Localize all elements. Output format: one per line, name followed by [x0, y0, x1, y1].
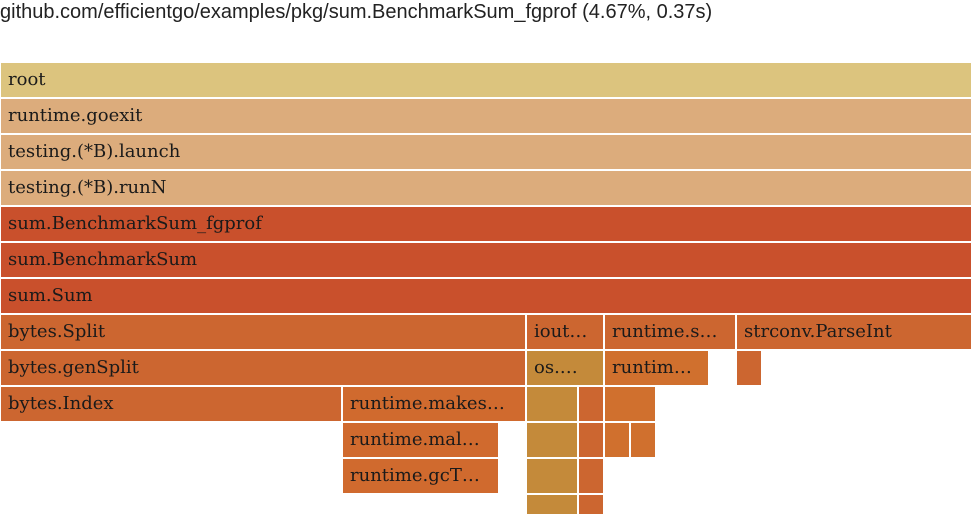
frame-bytes-gensplit[interactable]: bytes.genSplit: [0, 350, 526, 386]
frame-unlabeled[interactable]: [526, 386, 578, 422]
frame-unlabeled[interactable]: [578, 494, 604, 515]
page-title: github.com/efficientgo/examples/pkg/sum.…: [0, 1, 713, 23]
frame-unlabeled[interactable]: [526, 458, 578, 494]
frame-root[interactable]: root: [0, 62, 972, 98]
frame-iout[interactable]: iout…: [526, 314, 604, 350]
frame-unlabeled[interactable]: [604, 386, 656, 422]
frame-unlabeled[interactable]: [604, 422, 630, 458]
frame-unlabeled[interactable]: [578, 422, 604, 458]
flame-graph[interactable]: root runtime.goexit testing.(*B).launch …: [0, 62, 972, 515]
frame-unlabeled[interactable]: [526, 422, 578, 458]
frame-sum-benchmarksum[interactable]: sum.BenchmarkSum: [0, 242, 972, 278]
frame-os[interactable]: os.…: [526, 350, 604, 386]
frame-unlabeled[interactable]: [630, 422, 656, 458]
frame-runtim[interactable]: runtim…: [604, 350, 709, 386]
frame-unlabeled[interactable]: [526, 494, 578, 515]
frame-runtime-goexit[interactable]: runtime.goexit: [0, 98, 972, 134]
frame-runtime-s[interactable]: runtime.s…: [604, 314, 736, 350]
frame-runtime-gct[interactable]: runtime.gcT…: [342, 458, 499, 494]
frame-unlabeled[interactable]: [736, 350, 762, 386]
frame-testing-b-runn[interactable]: testing.(*B).runN: [0, 170, 972, 206]
frame-unlabeled[interactable]: [578, 458, 604, 494]
frame-runtime-makes[interactable]: runtime.makes…: [342, 386, 526, 422]
frame-sum-sum[interactable]: sum.Sum: [0, 278, 972, 314]
frame-testing-b-launch[interactable]: testing.(*B).launch: [0, 134, 972, 170]
frame-sum-benchmarksum-fgprof[interactable]: sum.BenchmarkSum_fgprof: [0, 206, 972, 242]
frame-bytes-split[interactable]: bytes.Split: [0, 314, 526, 350]
frame-runtime-mal[interactable]: runtime.mal…: [342, 422, 499, 458]
frame-unlabeled[interactable]: [578, 386, 604, 422]
frame-bytes-index[interactable]: bytes.Index: [0, 386, 342, 422]
frame-strconv-parseint[interactable]: strconv.ParseInt: [736, 314, 972, 350]
